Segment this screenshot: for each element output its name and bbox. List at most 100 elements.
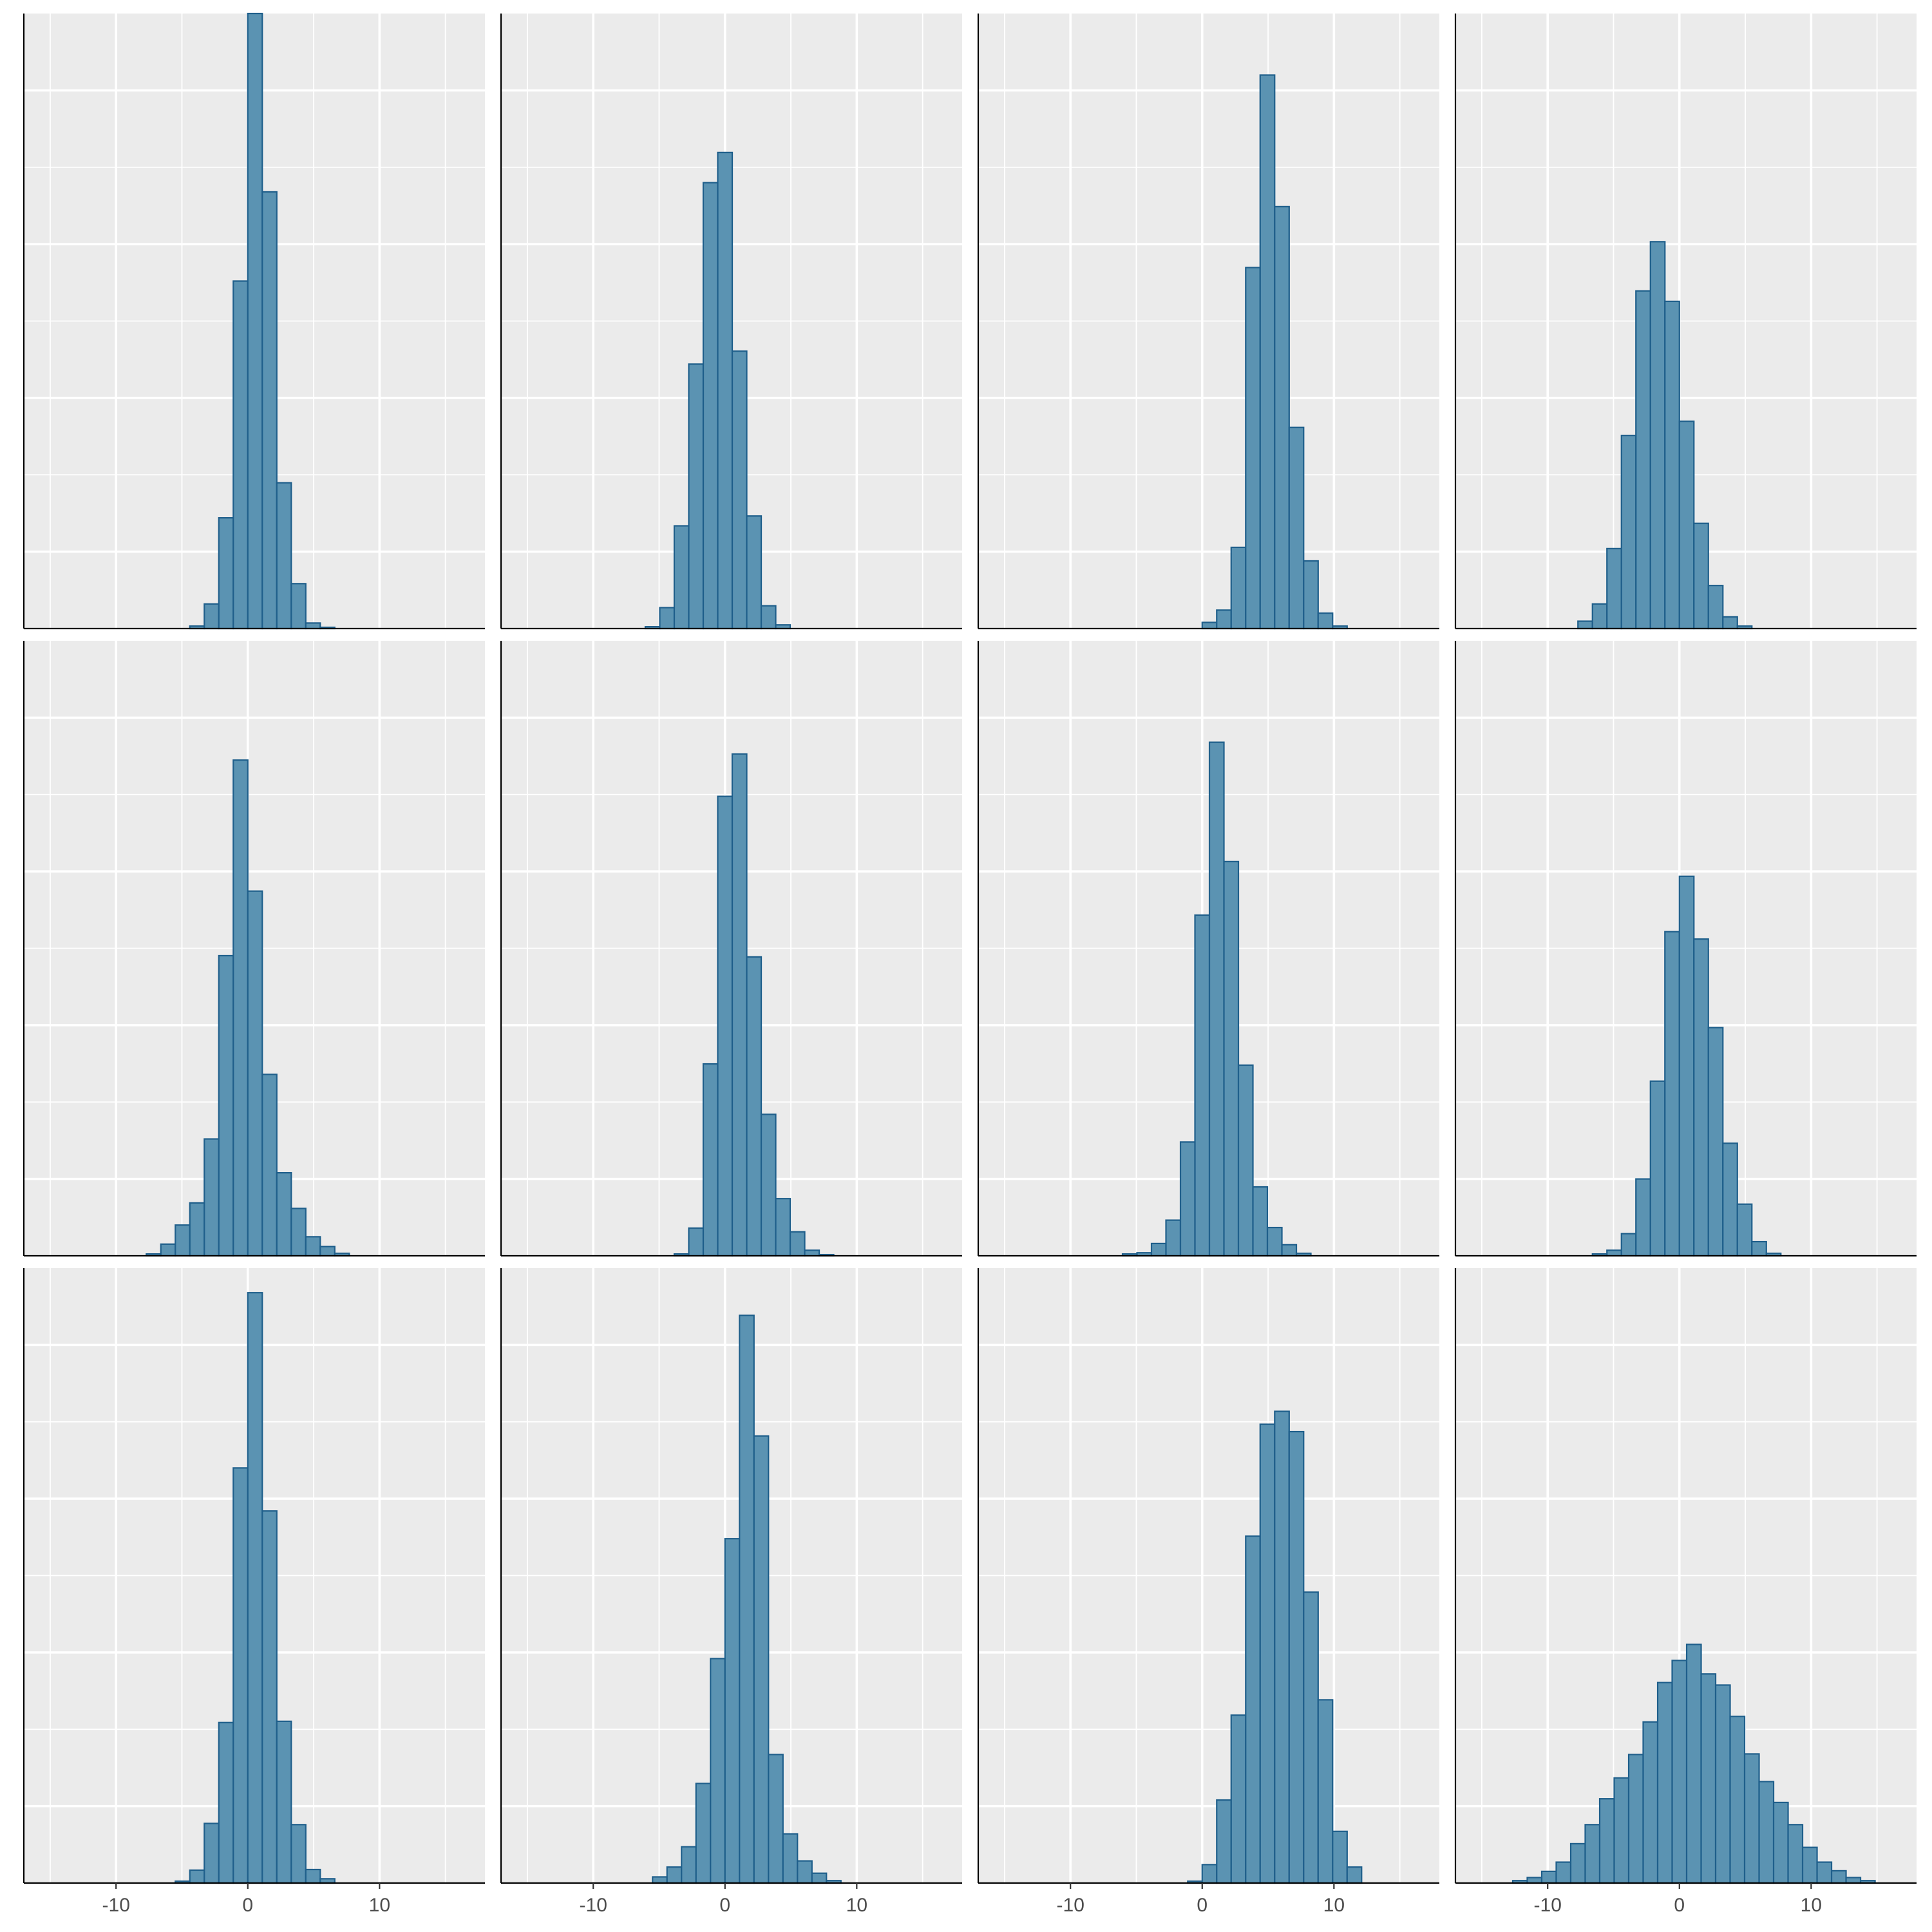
histogram-bar xyxy=(1317,612,1334,630)
histogram-bar xyxy=(1714,1684,1731,1884)
histogram-bar xyxy=(710,1658,726,1884)
x-tick-label: 0 xyxy=(719,1895,730,1916)
histogram-bar xyxy=(1569,1842,1586,1884)
histogram-bar xyxy=(1707,585,1724,630)
histogram-bar xyxy=(276,1720,292,1884)
histogram-bar xyxy=(1230,1714,1247,1884)
histogram-bar xyxy=(1606,547,1622,630)
histogram-bar xyxy=(760,605,777,630)
histogram-bar xyxy=(1332,1830,1348,1884)
histogram-bar xyxy=(1216,609,1232,630)
histogram-bar xyxy=(659,607,676,630)
histogram-bar xyxy=(1613,1777,1630,1884)
histogram-bar xyxy=(688,1227,705,1257)
histogram-bar xyxy=(1317,1699,1334,1884)
histogram-panel-11: -10 0 10 xyxy=(977,1268,1439,1916)
histogram-bar xyxy=(1700,1673,1717,1884)
histogram-bar xyxy=(1656,1681,1673,1884)
histogram-bar xyxy=(232,759,249,1257)
x-tick-label: -10 xyxy=(580,1895,607,1916)
histogram-bar xyxy=(1584,1824,1601,1884)
x-tick-label: -10 xyxy=(1534,1895,1562,1916)
histogram-bar xyxy=(1736,1203,1753,1257)
histogram-bar xyxy=(204,1823,220,1884)
histogram-panel-4 xyxy=(1454,14,1917,630)
histogram-bar xyxy=(702,182,719,630)
histogram-bar xyxy=(305,1868,321,1884)
histogram-bar xyxy=(782,1833,799,1884)
histogram-bar xyxy=(1245,1535,1261,1884)
histogram-bar xyxy=(768,1754,784,1884)
histogram-bar xyxy=(261,1074,278,1257)
histogram-bar xyxy=(789,1231,806,1257)
x-tick-label: 10 xyxy=(369,1895,390,1916)
histogram-bar xyxy=(218,954,234,1257)
histogram-bar xyxy=(746,515,762,630)
histogram-bar xyxy=(1179,1141,1196,1257)
histogram-bar xyxy=(1743,1753,1760,1884)
histogram-bar xyxy=(1598,1798,1615,1884)
histogram-bar xyxy=(247,890,263,1257)
histogram-bar xyxy=(1772,1801,1789,1884)
histogram-panel-7 xyxy=(977,641,1439,1257)
histogram-bar xyxy=(175,1224,191,1257)
histogram-panel-9: -10 0 10 xyxy=(23,1268,485,1916)
histogram-bar xyxy=(1642,1721,1659,1884)
histogram-bar xyxy=(232,280,249,630)
histogram-panel-12: -10 0 10 xyxy=(1454,1268,1917,1916)
histogram-bar xyxy=(1526,1877,1543,1884)
histogram-bar xyxy=(1281,1244,1298,1257)
histogram-bar xyxy=(319,1245,336,1257)
histogram-bar xyxy=(160,1243,176,1257)
histogram-bar xyxy=(1223,860,1240,1257)
histogram-bar xyxy=(247,12,263,630)
histogram-bar xyxy=(1540,1870,1557,1884)
histogram-bar xyxy=(753,1435,770,1884)
histogram-bar xyxy=(1303,560,1319,630)
histogram-bar xyxy=(1664,300,1680,630)
histogram-bar xyxy=(1208,741,1225,1257)
x-tick-label: -10 xyxy=(1057,1895,1084,1916)
histogram-bar xyxy=(1150,1242,1167,1257)
histogram-bar xyxy=(189,1869,205,1884)
histogram-bar xyxy=(673,525,690,630)
histogram-bar xyxy=(1259,74,1276,630)
histogram-bar xyxy=(1201,1864,1218,1884)
histogram-bar xyxy=(1649,241,1666,630)
histogram-bar xyxy=(1649,1080,1666,1257)
histogram-bar xyxy=(1801,1846,1818,1884)
histogram-bar xyxy=(1693,522,1709,630)
histogram-panel-8 xyxy=(1454,641,1917,1257)
histogram-bar xyxy=(1635,290,1651,630)
histogram-bar xyxy=(1685,1643,1702,1884)
histogram-bar xyxy=(681,1846,697,1884)
x-tick-label: 10 xyxy=(846,1895,867,1916)
histogram-bar xyxy=(717,151,734,630)
x-tick-label: 10 xyxy=(1323,1895,1345,1916)
histogram-bar xyxy=(724,1538,741,1884)
histogram-panel-3 xyxy=(977,14,1439,630)
x-tick-label: 10 xyxy=(1801,1895,1822,1916)
histogram-bar xyxy=(1274,1410,1290,1884)
histogram-panel-5 xyxy=(23,641,485,1257)
histogram-bar xyxy=(247,1292,263,1884)
x-tick-label: -10 xyxy=(102,1895,130,1916)
histogram-bar xyxy=(1266,1226,1283,1257)
histogram-bar xyxy=(261,1510,278,1884)
histogram-bar xyxy=(666,1866,683,1884)
histogram-bar xyxy=(1693,938,1709,1257)
histogram-bar xyxy=(1194,914,1211,1257)
histogram-bar xyxy=(775,1198,791,1257)
histogram-bar xyxy=(1230,546,1247,630)
histogram-bar xyxy=(1635,1178,1651,1257)
histogram-bar xyxy=(1627,1754,1644,1884)
histogram-panel-6 xyxy=(500,641,962,1257)
histogram-panel-10: -10 0 10 xyxy=(500,1268,962,1916)
histogram-bar xyxy=(1237,1064,1254,1257)
histogram-bar xyxy=(290,1824,307,1884)
histogram-bar xyxy=(688,363,705,630)
histogram-bar xyxy=(1787,1824,1804,1884)
histogram-panel-2 xyxy=(500,14,962,630)
histogram-bar xyxy=(1259,1423,1276,1884)
